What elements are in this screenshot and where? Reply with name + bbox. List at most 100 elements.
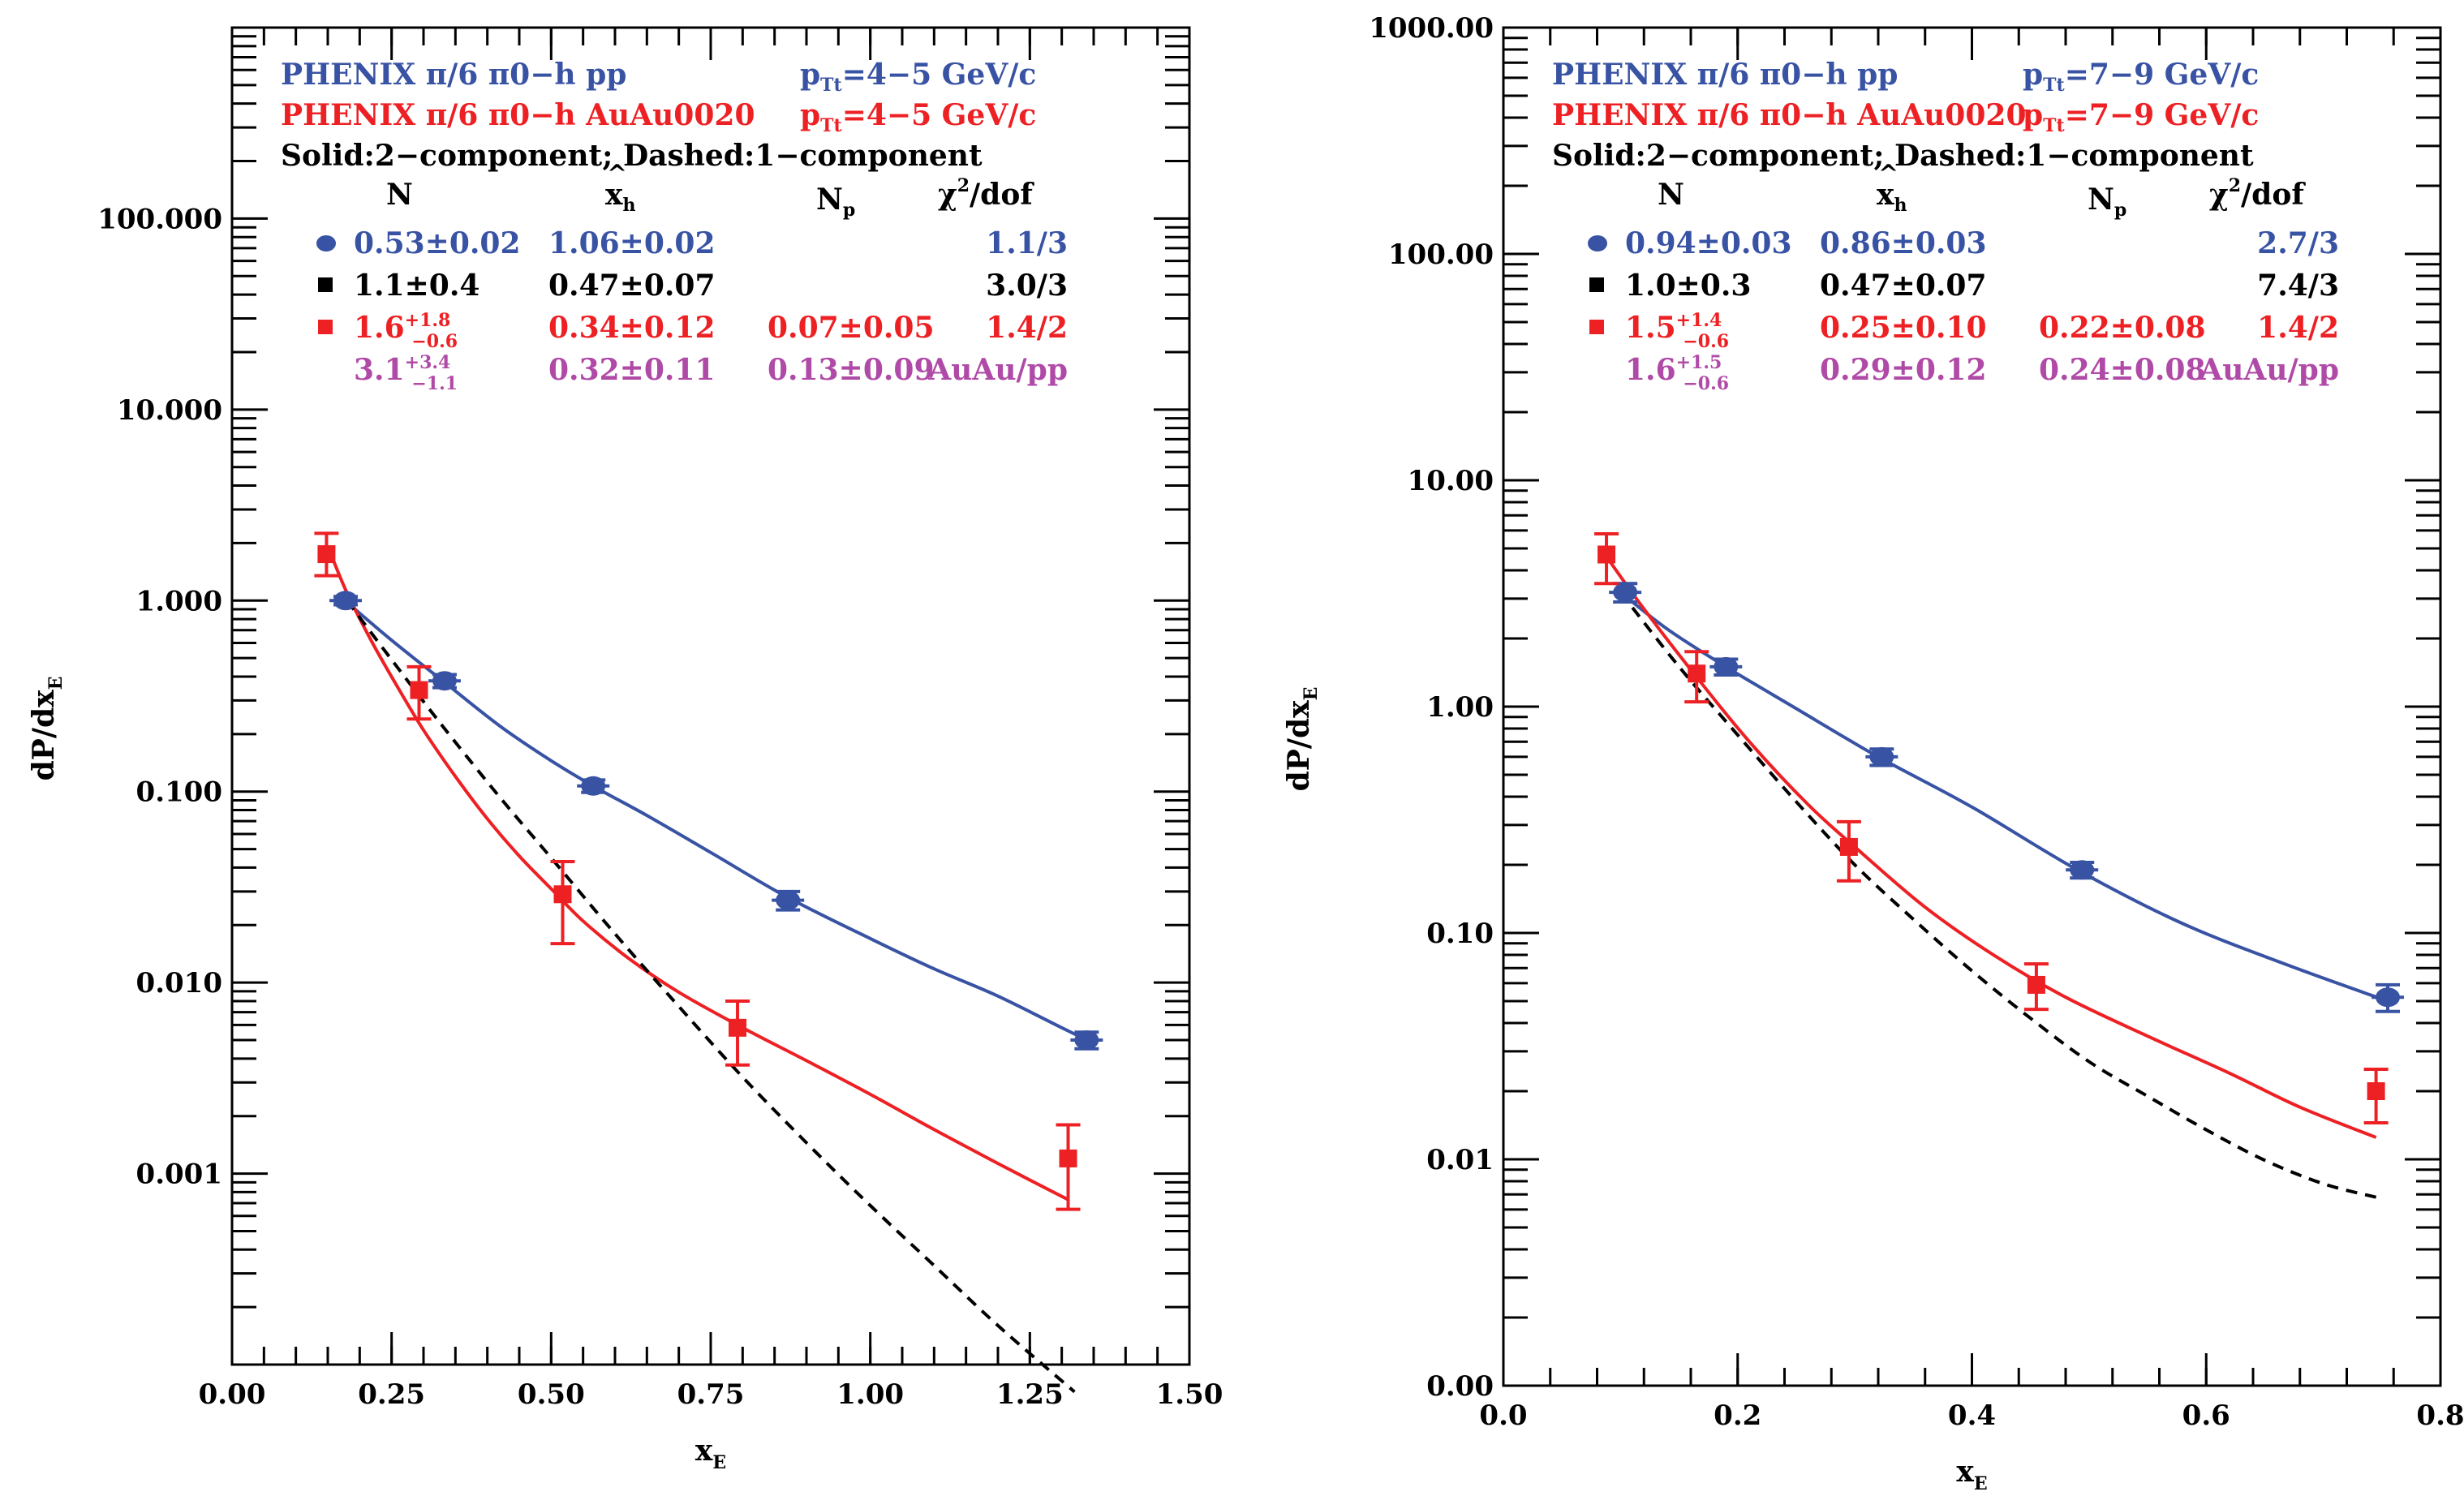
legend-row-n-sub: −0.6: [1683, 373, 1729, 394]
legend-marker-pp: [316, 235, 336, 251]
col-header-n: N: [386, 178, 413, 212]
y-tick-label: 0.001: [136, 1159, 222, 1191]
legend-row-xh: 0.86±0.03: [1820, 226, 1987, 260]
legend-row-n-sub: −0.6: [1683, 331, 1729, 352]
col-header-chi-part: χ: [938, 178, 957, 212]
legend-row-xh: 0.34±0.12: [548, 311, 716, 345]
legend-row-np: 0.22±0.08: [2039, 311, 2206, 345]
y-tick-label: 0.00: [1426, 1370, 1494, 1403]
legend-row-np: 0.24±0.08: [2039, 353, 2206, 387]
legend-pp-label: PHENIX π/6 π0−h pp: [1552, 58, 1898, 92]
panel-2: 0.00 0.01 0.10 1.00 10.00 100.00 1000.00 0.0 0.2…: [1282, 12, 2464, 1494]
y-tick-label: 0.100: [136, 776, 222, 809]
legend-row-n-sup: +1.4: [1676, 310, 1722, 331]
panel-1: 0.001 0.010 0.100 1.000 10.000 100.000 0.00 0.2…: [27, 26, 1223, 1473]
data-point-pp: [776, 890, 801, 910]
y-axis-title-part: dP/dx: [27, 690, 61, 781]
x-axis-title-part: x: [1956, 1455, 1974, 1489]
y-tick-label: 1.00: [1426, 691, 1494, 724]
x-axis-title-part: E: [1974, 1473, 1988, 1493]
legend-auau-ptt: pTt=4−5 GeV/c: [800, 98, 1036, 136]
col-header-chi-part: /dof: [2241, 178, 2306, 212]
legend-row-n-main: 3.1: [354, 353, 405, 387]
col-header-np-part: N: [2088, 183, 2114, 217]
curve-auau-2comp: [329, 553, 1069, 1202]
legend-note: Solid:2−component; Dashed:1−component: [1552, 139, 2254, 173]
col-header-xh-part: h: [1894, 195, 1907, 216]
curve-auau-1comp: [346, 600, 1076, 1394]
legend-pp-ptt: pTt=4−5 GeV/c: [800, 58, 1036, 96]
col-header-chi-part: /dof: [970, 178, 1034, 212]
data-point-auau: [410, 681, 428, 699]
legend-row-chi: 2.7/3: [2257, 226, 2339, 260]
curve-pp-fit: [346, 600, 1088, 1042]
legend-row-np: 0.07±0.05: [768, 311, 935, 345]
legend-row-xh: 0.32±0.11: [548, 353, 716, 387]
curve-auau-2comp: [1605, 555, 2377, 1139]
x-tick-label: 0.2: [1714, 1399, 1761, 1432]
x-tick-label: 0.8: [2416, 1399, 2464, 1432]
data-point-auau: [2367, 1082, 2385, 1101]
data-point-pp: [2376, 987, 2401, 1008]
data-point-auau: [729, 1018, 747, 1037]
legend-row-n: 1.5+1.4 −0.6: [1625, 310, 1729, 352]
col-header-chi: χ2/dof: [2209, 175, 2306, 212]
legend-marker-auau: [1589, 320, 1604, 334]
data-point-pp: [1613, 582, 1638, 603]
y-axis-title-part: E: [45, 677, 67, 690]
col-header-xh-part: h: [622, 195, 635, 216]
x-tick-label: 0.4: [1948, 1399, 1996, 1432]
legend-row-n-main: 1.5: [1625, 311, 1676, 345]
data-point-auau: [1839, 837, 1858, 856]
data-point-auau: [1598, 545, 1616, 564]
col-header-np-part: p: [843, 200, 855, 221]
col-header-hat: ^: [607, 160, 627, 188]
data-point-auau: [553, 885, 572, 904]
col-header-chi-part: 2: [957, 175, 970, 196]
data-point-pp: [581, 776, 606, 796]
y-tick-label: 0.10: [1426, 918, 1494, 950]
legend-row-chi: 3.0/3: [986, 269, 1068, 303]
col-header-hat: ^: [1878, 160, 1899, 188]
col-header-np-part: p: [2114, 200, 2126, 221]
curve-auau-1comp: [1619, 591, 2377, 1199]
legend-marker-pp: [1588, 235, 1607, 251]
data-point-pp: [432, 671, 457, 691]
legend-pp-ptt-part: p: [2023, 58, 2043, 92]
legend-pp-ptt-part: Tt: [820, 75, 842, 96]
legend-marker-black: [318, 277, 333, 292]
legend-pp-ptt-part: p: [800, 58, 820, 92]
y-tick-label: 100.00: [1388, 239, 1494, 271]
legend-row-n-main: 1.6: [354, 311, 405, 345]
y-tick-label: 0.01: [1426, 1144, 1494, 1176]
legend-auau-ptt-part: Tt: [820, 115, 842, 136]
legend-pp-ptt: pTt=7−9 GeV/c: [2023, 58, 2259, 96]
curve-pp-fit: [1619, 591, 2389, 1003]
x-tick-label: 1.25: [996, 1378, 1064, 1411]
col-header-xh-part: x: [1877, 178, 1894, 212]
col-header-xh-part: x: [605, 178, 623, 212]
col-header-chi: χ2/dof: [938, 175, 1034, 212]
x-tick-label: 0.0: [1479, 1399, 1527, 1432]
legend-row-n: 0.53±0.02: [354, 226, 521, 260]
legend-auau-label: PHENIX π/6 π0−h AuAu0020: [281, 98, 755, 132]
legend-row-n: 1.6+1.5 −0.6: [1625, 352, 1729, 394]
y-tick-label: 10.000: [117, 394, 222, 427]
legend-row-xh: 0.47±0.07: [1820, 269, 1987, 303]
y-tick-label: 10.00: [1408, 465, 1494, 497]
legend-row-n-sub: −0.6: [411, 331, 458, 352]
legend-row-chi: 1.1/3: [986, 226, 1068, 260]
legend-row-chi: 1.4/2: [986, 311, 1068, 345]
legend-row-xh: 1.06±0.02: [548, 226, 716, 260]
x-tick-label: 0.50: [518, 1378, 585, 1411]
legend-marker-black: [1589, 277, 1604, 292]
col-header-np: Np: [816, 183, 855, 221]
legend-row-chi: 7.4/3: [2257, 269, 2339, 303]
x-tick-label: 1.50: [1156, 1378, 1223, 1411]
x-tick-label: 0.75: [677, 1378, 745, 1411]
x-tick-label: 0.00: [199, 1378, 266, 1411]
legend-row-chi: 1.4/2: [2257, 311, 2339, 345]
legend-row-n: 3.1+3.4 −1.1: [354, 352, 458, 394]
